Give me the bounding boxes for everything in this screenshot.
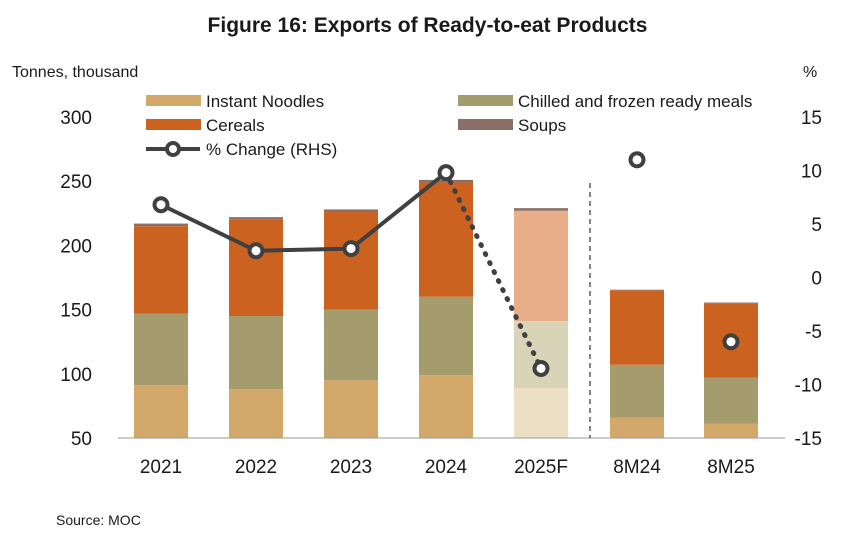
- bar-instant-noodles-2022: [229, 389, 283, 438]
- line-segment: [349, 170, 448, 251]
- bar-cereals-2024: [419, 182, 473, 297]
- bar-soups-2024: [419, 179, 473, 183]
- legend-swatch-chilled-and-frozen-ready-meals: [458, 95, 513, 106]
- line-point: [152, 196, 170, 214]
- y2-tick-label: 5: [811, 215, 822, 236]
- bar-soups-2022: [229, 217, 283, 220]
- legend-label-chilled-and-frozen-ready-meals: Chilled and frozen ready meals: [518, 92, 752, 111]
- bar-chilled-and-frozen-ready-meals-2022: [229, 316, 283, 390]
- y2-tick-label: 0: [811, 269, 822, 290]
- y2-tick-label: -10: [795, 376, 822, 397]
- y-tick-label: 250: [60, 172, 92, 193]
- right-axis-unit: %: [803, 64, 818, 81]
- bar-soups-8m25: [704, 302, 758, 304]
- line-segment-forecast: [443, 170, 544, 371]
- y2-tick-label: -15: [795, 429, 822, 450]
- y-tick-label: 300: [60, 108, 92, 129]
- legend-label-change: % Change (RHS): [206, 140, 337, 159]
- bar-cereals-2021: [134, 226, 188, 314]
- x-tick-label: 2025F: [514, 457, 568, 478]
- line-segment: [159, 202, 258, 253]
- bars-layer: [134, 179, 758, 438]
- axes-layer: 50 100 150 200 250 300 -15 -10 -5 0 5 10 15 2021 2022 2…: [60, 108, 822, 478]
- line-point: [628, 151, 646, 169]
- bar-chilled-and-frozen-ready-meals-8m24: [610, 364, 664, 418]
- bar-chilled-and-frozen-ready-meals-2023: [324, 309, 378, 381]
- legend: Instant Noodles Chilled and frozen ready …: [146, 92, 752, 159]
- x-tick-label: 2023: [330, 457, 372, 478]
- bar-cereals-2025f: [514, 210, 568, 322]
- x-tick-label: 8M24: [613, 457, 661, 478]
- bar-chilled-and-frozen-ready-meals-2025f: [514, 321, 568, 388]
- bar-soups-2021: [134, 223, 188, 227]
- y2-tick-label: -5: [805, 322, 822, 343]
- bar-soups-2023: [324, 209, 378, 213]
- line-point: [722, 333, 740, 351]
- source-note: Source: MOC: [56, 512, 141, 528]
- legend-swatch-cereals: [146, 119, 201, 130]
- x-tick-label: 2024: [425, 457, 468, 478]
- line-segment: [254, 246, 353, 253]
- x-tick-label: 8M25: [707, 457, 755, 478]
- bar-instant-noodles-2024: [419, 375, 473, 438]
- x-tick-label: 2021: [140, 457, 182, 478]
- legend-swatch-soups: [458, 119, 513, 130]
- legend-label-instant-noodles: Instant Noodles: [206, 92, 324, 111]
- bar-cereals-2023: [324, 212, 378, 310]
- legend-swatch-instant-noodles: [146, 95, 201, 106]
- line-point: [437, 164, 455, 182]
- bar-chilled-and-frozen-ready-meals-2021: [134, 313, 188, 386]
- y2-tick-label: 10: [801, 162, 822, 183]
- line-point: [247, 242, 265, 260]
- bar-cereals-2022: [229, 219, 283, 317]
- bar-soups-8m24: [610, 289, 664, 291]
- line-point: [532, 359, 550, 377]
- bar-instant-noodles-2023: [324, 380, 378, 438]
- bar-soups-2025f: [514, 208, 568, 211]
- bar-instant-noodles-8m25: [704, 423, 758, 438]
- x-tick-label: 2022: [235, 457, 277, 478]
- bar-instant-noodles-2025f: [514, 387, 568, 438]
- legend-label-soups: Soups: [518, 116, 566, 135]
- chart-title: Figure 16: Exports of Ready-to-eat Produ…: [207, 14, 648, 37]
- y-tick-label: 150: [60, 301, 92, 322]
- y-tick-label: 50: [71, 429, 92, 450]
- line-point: [342, 240, 360, 258]
- bar-instant-noodles-8m24: [610, 417, 664, 438]
- bar-chilled-and-frozen-ready-meals-8m25: [704, 377, 758, 424]
- legend-label-cereals: Cereals: [206, 116, 265, 135]
- bar-cereals-8m24: [610, 290, 664, 365]
- legend-line-marker: [165, 141, 181, 157]
- y-tick-label: 100: [60, 365, 92, 386]
- left-axis-unit: Tonnes, thousand: [12, 64, 139, 81]
- bar-chilled-and-frozen-ready-meals-2024: [419, 296, 473, 376]
- line-layer: [152, 151, 740, 377]
- y-tick-label: 200: [60, 236, 92, 257]
- bar-instant-noodles-2021: [134, 385, 188, 438]
- y2-tick-label: 15: [801, 108, 822, 129]
